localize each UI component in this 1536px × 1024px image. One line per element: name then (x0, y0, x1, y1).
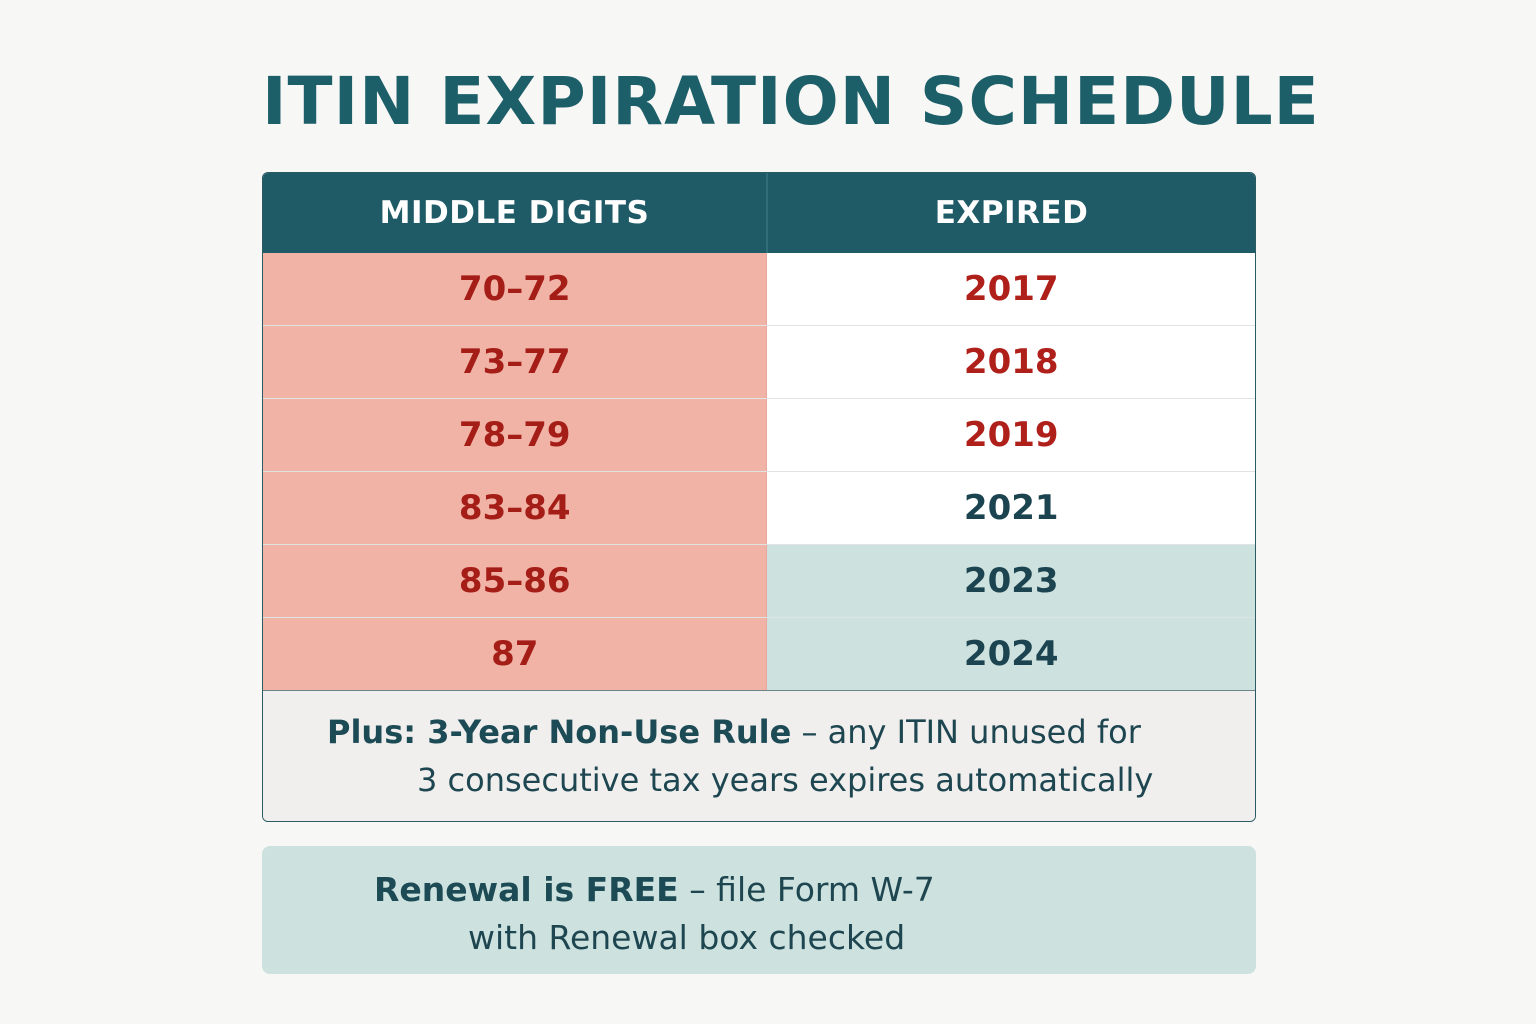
middle-digits-cell: 83–84 (263, 472, 768, 544)
table-row: 85–86 2023 (263, 544, 1255, 617)
table-row: 73–77 2018 (263, 325, 1255, 398)
expiration-table: MIDDLE DIGITS EXPIRED 70–72 2017 73–77 2018… (262, 172, 1256, 822)
expired-year-cell: 2021 (767, 472, 1255, 544)
page-title: ITIN EXPIRATION SCHEDULE (262, 63, 1320, 140)
renewal-line-1: Renewal is FREE – file Form W-7 (374, 870, 935, 909)
middle-digits-cell: 85–86 (263, 545, 768, 617)
note-line-2: 3 consecutive tax years expires automati… (417, 761, 1154, 799)
table-row: 70–72 2017 (263, 253, 1255, 325)
middle-digits-cell: 87 (263, 618, 768, 690)
column-header-middle-digits: MIDDLE DIGITS (263, 173, 768, 253)
expired-year-cell: 2024 (767, 618, 1255, 690)
table-header: MIDDLE DIGITS EXPIRED (263, 173, 1255, 253)
renewal-heading: Renewal is FREE (374, 870, 679, 909)
middle-digits-cell: 78–79 (263, 399, 768, 471)
renewal-line-2: with Renewal box checked (468, 918, 906, 957)
middle-digits-cell: 70–72 (263, 253, 768, 325)
middle-digits-cell: 73–77 (263, 326, 768, 398)
expired-year-cell: 2018 (767, 326, 1255, 398)
table-row: 83–84 2021 (263, 471, 1255, 544)
renewal-text: – file Form W-7 (678, 870, 935, 909)
renewal-callout: Renewal is FREE – file Form W-7 with Ren… (262, 846, 1256, 974)
non-use-rule-note: Plus: 3-Year Non-Use Rule – any ITIN unu… (263, 690, 1255, 821)
note-text: – any ITIN unused for (791, 713, 1141, 751)
table-row: 87 2024 (263, 617, 1255, 690)
expired-year-cell: 2017 (767, 253, 1255, 325)
note-line-1: Plus: 3-Year Non-Use Rule – any ITIN unu… (327, 713, 1141, 751)
expired-year-cell: 2019 (767, 399, 1255, 471)
note-heading: Plus: 3-Year Non-Use Rule (327, 713, 792, 751)
table-body: 70–72 2017 73–77 2018 78–79 2019 83–84 2021 85–8… (263, 253, 1255, 690)
expired-year-cell: 2023 (767, 545, 1255, 617)
column-header-expired: EXPIRED (934, 195, 1089, 231)
table-row: 78–79 2019 (263, 398, 1255, 471)
